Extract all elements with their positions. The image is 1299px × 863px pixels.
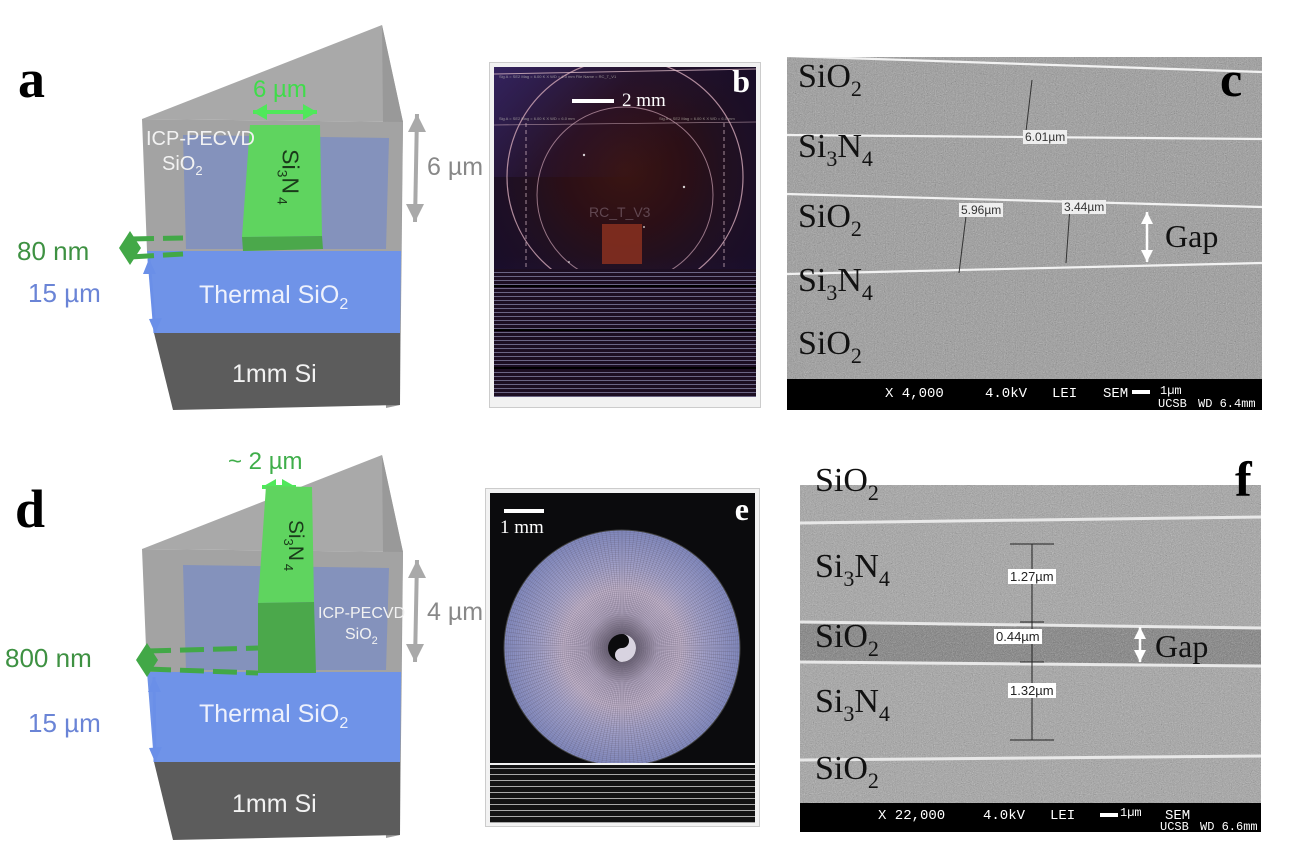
svg-text:Sig A = SE2 Mag = 6.00 K X W: Sig A = SE2 Mag = 6.00 K X WD = 6.0 mm: [659, 116, 735, 121]
svg-text:Sig A = SE2 Mag = 6.00 K X W: Sig A = SE2 Mag = 6.00 K X WD = 6.0 mm F…: [499, 74, 617, 79]
svg-text:Sig A = SE2 Mag = 6.00 K X W: Sig A = SE2 Mag = 6.00 K X WD = 6.0 mm: [499, 116, 575, 121]
svg-text:2 mm: 2 mm: [622, 90, 666, 111]
svg-text:RC_T_V3: RC_T_V3: [589, 204, 651, 220]
